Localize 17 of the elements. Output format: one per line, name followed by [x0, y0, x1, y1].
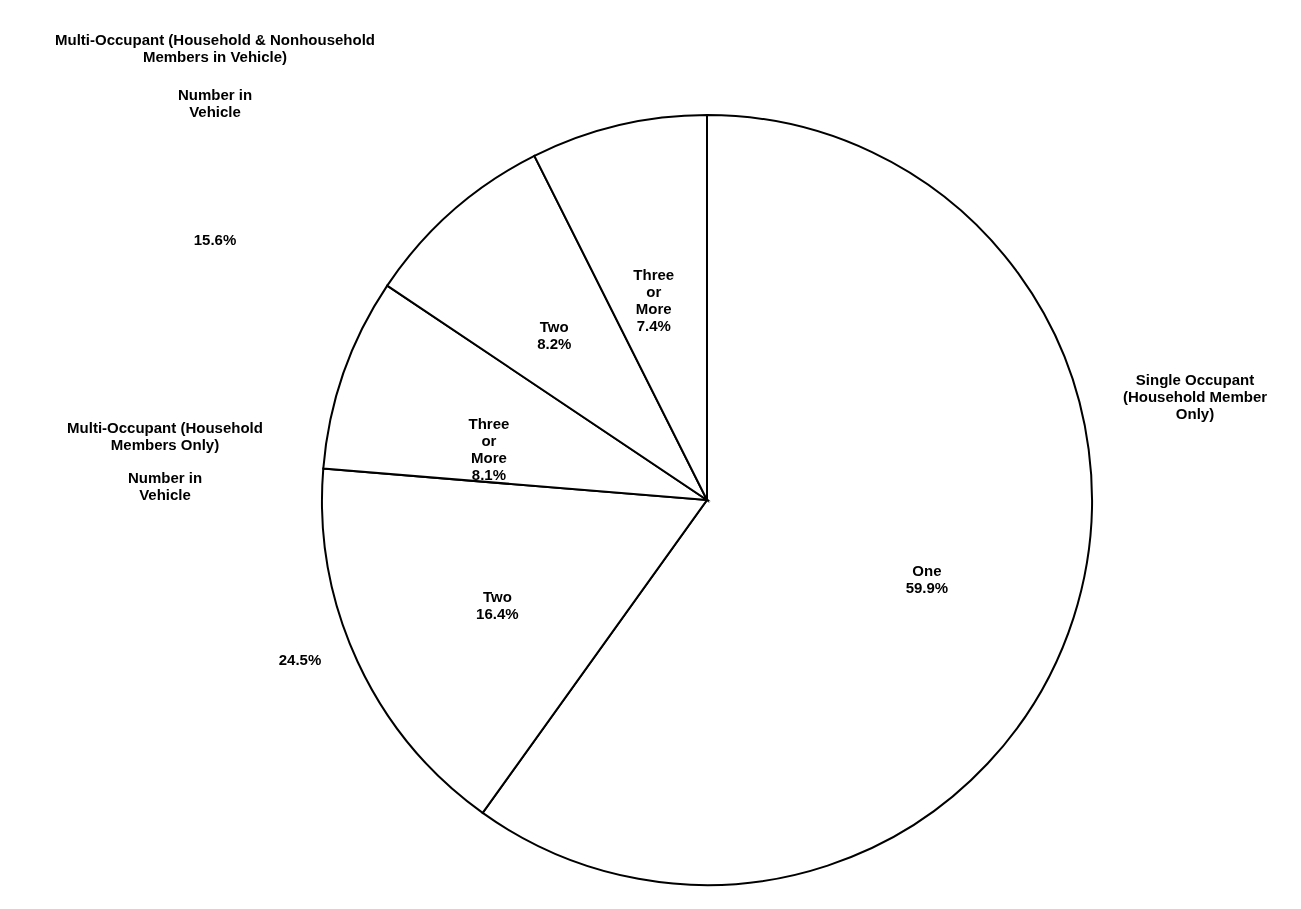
text: Number in Vehicle [177, 86, 253, 120]
text: Single Occupant (Household Member Only) [1122, 371, 1268, 422]
data-label: 8.2% [537, 334, 572, 352]
slice-label: One [912, 561, 942, 579]
text: Multi-Occupant (Household & Nonhousehold Members in Vehicle) [55, 31, 375, 65]
slice-label: Two [482, 588, 512, 606]
slice-label: Two [539, 317, 569, 335]
text: 15.6% [193, 231, 237, 248]
slice-label: Three or More [633, 266, 675, 318]
data-label: 7.4% [636, 317, 671, 335]
text: Multi-Occupant (Household Members Only) [67, 419, 263, 453]
text: 24.5% [278, 651, 322, 668]
text: Number in Vehicle [127, 469, 203, 503]
data-label: 59.9% [905, 578, 949, 596]
data-label: 16.4% [476, 605, 519, 623]
slice-label: Three or More [468, 414, 510, 466]
data-label: 8.1% [471, 465, 507, 483]
